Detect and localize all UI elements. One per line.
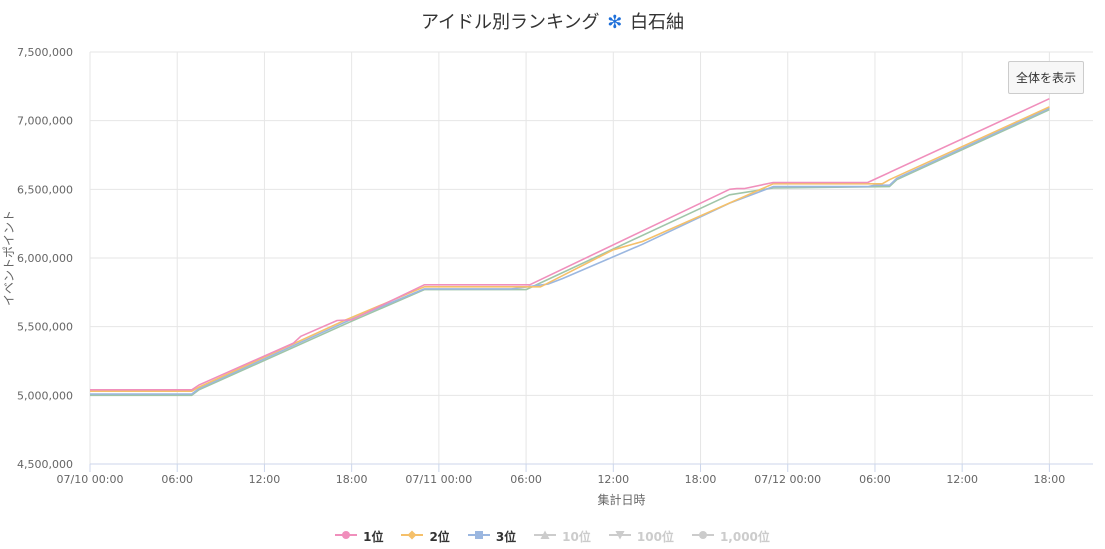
- legend-item[interactable]: 3位: [467, 528, 517, 545]
- y-tick-label: 6,000,000: [17, 252, 73, 265]
- idol-name: 白石紬: [630, 12, 685, 33]
- x-tick-label: 12:00: [597, 473, 629, 486]
- y-tick-label: 6,500,000: [17, 183, 73, 196]
- x-tick-label: 12:00: [249, 473, 281, 486]
- chart-legend: 1位 2位 3位 10位 100位 1,000位: [0, 526, 1105, 546]
- legend-item[interactable]: 1位: [335, 528, 383, 545]
- y-tick-label: 7,500,000: [17, 46, 73, 59]
- x-axis-title: 集計日時: [597, 492, 645, 507]
- legend-label: 2位: [429, 529, 450, 544]
- series-line-extra: [90, 108, 1050, 397]
- legend-item[interactable]: 100位: [608, 528, 674, 545]
- x-tick-label: 18:00: [685, 473, 717, 486]
- chart-title-text: アイドル別ランキング: [420, 12, 600, 33]
- legend-label: 3位: [495, 529, 517, 544]
- x-tick-label: 18:00: [1034, 473, 1066, 486]
- x-tick-label: 07/10 00:00: [57, 473, 124, 486]
- y-tick-label: 4,500,000: [17, 458, 73, 471]
- legend-label: 1,000位: [719, 529, 770, 544]
- legend-item[interactable]: 1,000位: [691, 528, 770, 545]
- legend-item[interactable]: 10位: [534, 528, 591, 545]
- legend-label: 100位: [636, 529, 674, 544]
- y-axis-title: イベントポイント: [2, 210, 16, 306]
- series-line-3位: [90, 107, 1050, 395]
- x-tick-label: 06:00: [859, 473, 891, 486]
- legend-item[interactable]: 2位: [401, 528, 450, 545]
- series-line-1位: [90, 97, 1050, 391]
- y-tick-label: 7,000,000: [17, 115, 73, 128]
- legend-marker-icon: [467, 529, 490, 544]
- legend-marker-icon: [691, 529, 714, 544]
- legend-marker-icon: [401, 529, 424, 544]
- legend-label: 1位: [363, 529, 384, 544]
- x-tick-label: 12:00: [946, 473, 978, 486]
- snowflake-icon: ✻: [607, 12, 623, 33]
- x-tick-label: 06:00: [161, 473, 193, 486]
- y-tick-label: 5,000,000: [17, 389, 73, 402]
- legend-marker-icon: [534, 529, 557, 544]
- chart-title: アイドル別ランキング ✻ 白石紬: [0, 8, 1105, 34]
- x-tick-label: 06:00: [510, 473, 542, 486]
- reset-zoom-button[interactable]: 全体を表示: [1008, 61, 1084, 94]
- x-tick-label: 18:00: [336, 473, 368, 486]
- x-tick-label: 07/12 00:00: [754, 473, 821, 486]
- legend-marker-icon: [335, 529, 358, 544]
- x-tick-label: 07/11 00:00: [405, 473, 472, 486]
- y-tick-label: 5,500,000: [17, 321, 73, 334]
- legend-marker-icon: [608, 529, 631, 544]
- legend-label: 10位: [562, 529, 591, 544]
- series-line-2位: [90, 106, 1050, 393]
